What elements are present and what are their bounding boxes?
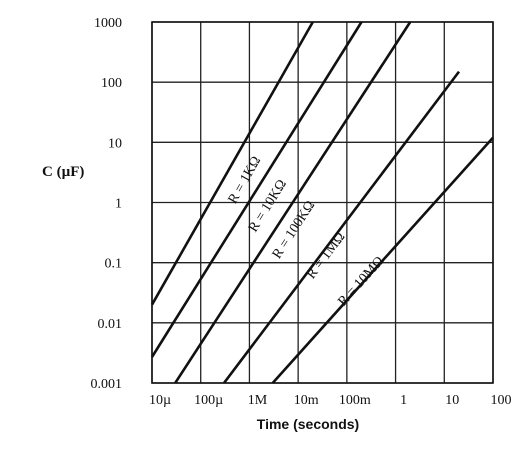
series-label: R = 100KΩ (270, 198, 318, 261)
series-label: R = 10KΩ (246, 177, 290, 235)
series-label: R = 1KΩ (226, 154, 265, 206)
series-line (271, 136, 494, 384)
x-tick-label: 1M (248, 393, 268, 408)
y-axis-label: C (µF) (42, 164, 84, 180)
x-tick-label: 100m (339, 393, 371, 408)
x-tick-label: 1 (400, 393, 407, 408)
y-tick-labels: 0.001 0.01 0.1 1 10 100 1000 (91, 16, 123, 392)
x-tick-labels: 10µ 100µ 1M 10m 100m 1 10 100 (149, 393, 512, 408)
y-tick-label: 1 (115, 197, 122, 212)
x-axis-label: Time (seconds) (257, 416, 359, 432)
y-tick-label: 1000 (94, 16, 122, 31)
series-line (150, 21, 363, 358)
y-tick-label: 0.1 (105, 257, 123, 272)
y-tick-label: 0.01 (98, 317, 123, 332)
plot-frame (151, 21, 494, 384)
series-line (222, 70, 461, 384)
x-tick-label: 10m (294, 393, 319, 408)
series-line (150, 21, 314, 306)
x-tick-label: 100µ (194, 393, 223, 408)
series-label: R = 1MΩ (304, 230, 349, 282)
series-lines (150, 21, 494, 384)
x-tick-label: 10 (445, 393, 459, 408)
y-tick-label: 10 (108, 136, 122, 151)
x-tick-label: 10µ (149, 393, 171, 408)
series-line (174, 21, 412, 384)
y-tick-label: 100 (101, 76, 122, 91)
y-tick-label: 0.001 (91, 377, 123, 392)
x-tick-label: 100 (491, 393, 512, 408)
